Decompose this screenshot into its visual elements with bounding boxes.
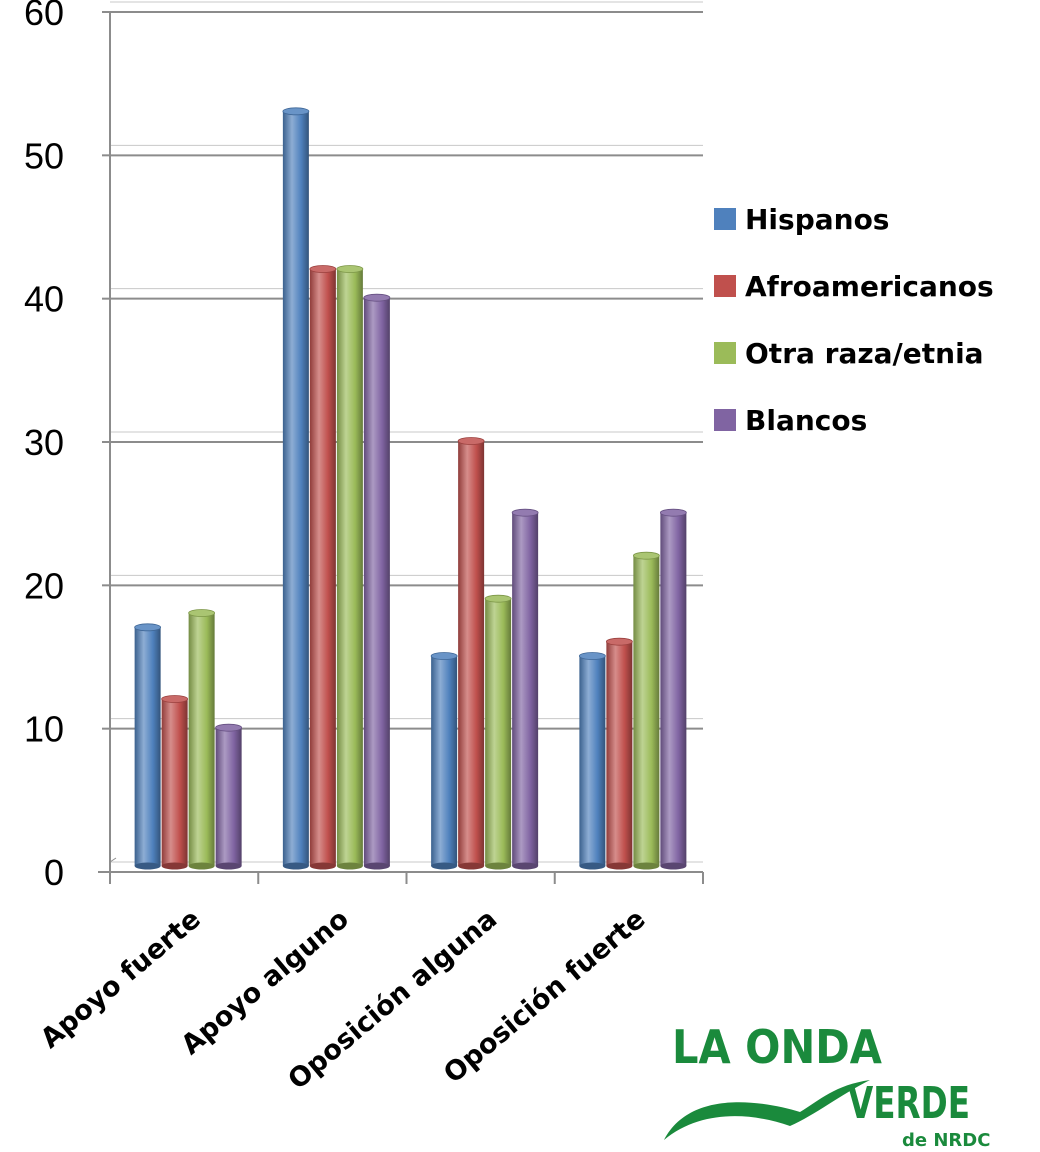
- y-tick-label: 10: [24, 709, 64, 750]
- bar: [309, 265, 337, 870]
- y-tick-label: 0: [44, 852, 64, 893]
- axes: [98, 11, 704, 884]
- bar: [632, 551, 660, 870]
- legend-label: Blancos: [745, 404, 867, 437]
- y-tick-label: 60: [24, 0, 64, 33]
- logo-swoosh: [664, 1080, 870, 1140]
- legend-swatch: [714, 275, 736, 297]
- y-tick-label: 30: [24, 422, 64, 463]
- legend-swatch: [714, 208, 736, 230]
- legend-label: Otra raza/etnia: [745, 337, 984, 370]
- bar: [215, 723, 243, 870]
- legend-item: Otra raza/etnia: [714, 337, 984, 370]
- bar: [282, 107, 310, 870]
- legend: Hispanos Afroamericanos Otra raza/etnia Bla…: [714, 203, 994, 437]
- y-tick-label: 20: [24, 565, 64, 606]
- legend-label: Afroamericanos: [745, 270, 994, 303]
- bar: [430, 652, 458, 870]
- bar: [336, 265, 364, 870]
- bar: [363, 293, 391, 870]
- legend-item: Afroamericanos: [714, 270, 994, 303]
- logo-line2: VERDE: [848, 1078, 970, 1129]
- bar: [457, 437, 485, 870]
- y-tick-label: 40: [24, 279, 64, 320]
- legend-item: Hispanos: [714, 203, 889, 236]
- logo: LA ONDA VERDE de NRDC: [664, 1020, 990, 1151]
- bar: [484, 594, 512, 870]
- bar: [188, 609, 216, 870]
- legend-label: Hispanos: [745, 203, 889, 236]
- y-tick-labels: 0 10 20 30 40 50 60: [24, 0, 64, 893]
- bars: [134, 107, 687, 870]
- legend-swatch: [714, 342, 736, 364]
- logo-line1: LA ONDA: [672, 1020, 882, 1074]
- bar: [511, 508, 539, 870]
- legend-item: Blancos: [714, 404, 867, 437]
- bar: [161, 695, 189, 870]
- bar: [659, 508, 687, 870]
- bar: [134, 623, 162, 870]
- bar: [578, 652, 606, 870]
- bar: [605, 637, 633, 870]
- legend-swatch: [714, 409, 736, 431]
- y-tick-label: 50: [24, 135, 64, 176]
- logo-line3: de NRDC: [902, 1130, 990, 1151]
- floor-edge: [109, 857, 117, 863]
